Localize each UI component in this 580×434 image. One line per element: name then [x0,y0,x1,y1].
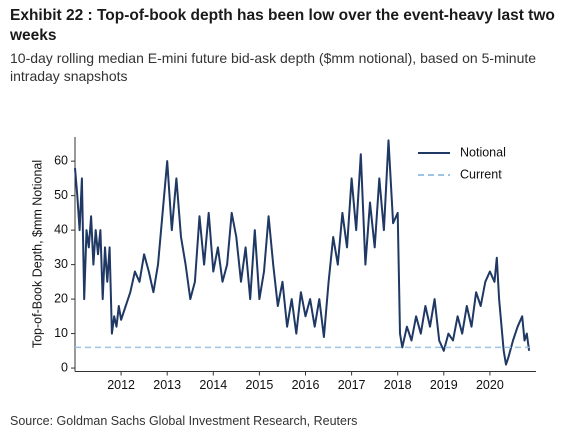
x-tick-label: 2014 [199,378,227,392]
chart: Top-of-Book Depth, $mm Notional 0 10 20 30 4… [30,137,536,392]
x-tick-label: 2016 [292,378,320,392]
y-tick-label: 30 [54,257,68,271]
legend-label: Current [460,167,502,181]
chart-title: Exhibit 22 : Top-of-book depth has been … [10,7,555,44]
x-tick-label: 2015 [245,378,273,392]
chart-subtitle: 10-day rolling median E-mini future bid-… [10,50,537,84]
source: Source: Goldman Sachs Global Investment … [10,414,358,428]
y-axis-label: Top-of-Book Depth, $mm Notional [30,160,44,348]
x-tick-label: 2020 [476,378,504,392]
y-tick-label: 0 [61,360,68,374]
x-tick-label: 2018 [384,378,412,392]
x-tick-label: 2019 [430,378,458,392]
y-tick-label: 50 [54,188,68,202]
line [74,139,531,366]
y-tick-label: 40 [54,222,68,236]
x-tick-label: 2013 [153,378,181,392]
x-tick-label: 2017 [338,378,366,392]
y-tick-label: 10 [54,326,68,340]
legend-label: Notional [460,145,506,159]
x-tick-label: 2012 [107,378,135,392]
y-tick-label: 20 [54,291,68,305]
y-tick-label: 60 [54,153,68,167]
